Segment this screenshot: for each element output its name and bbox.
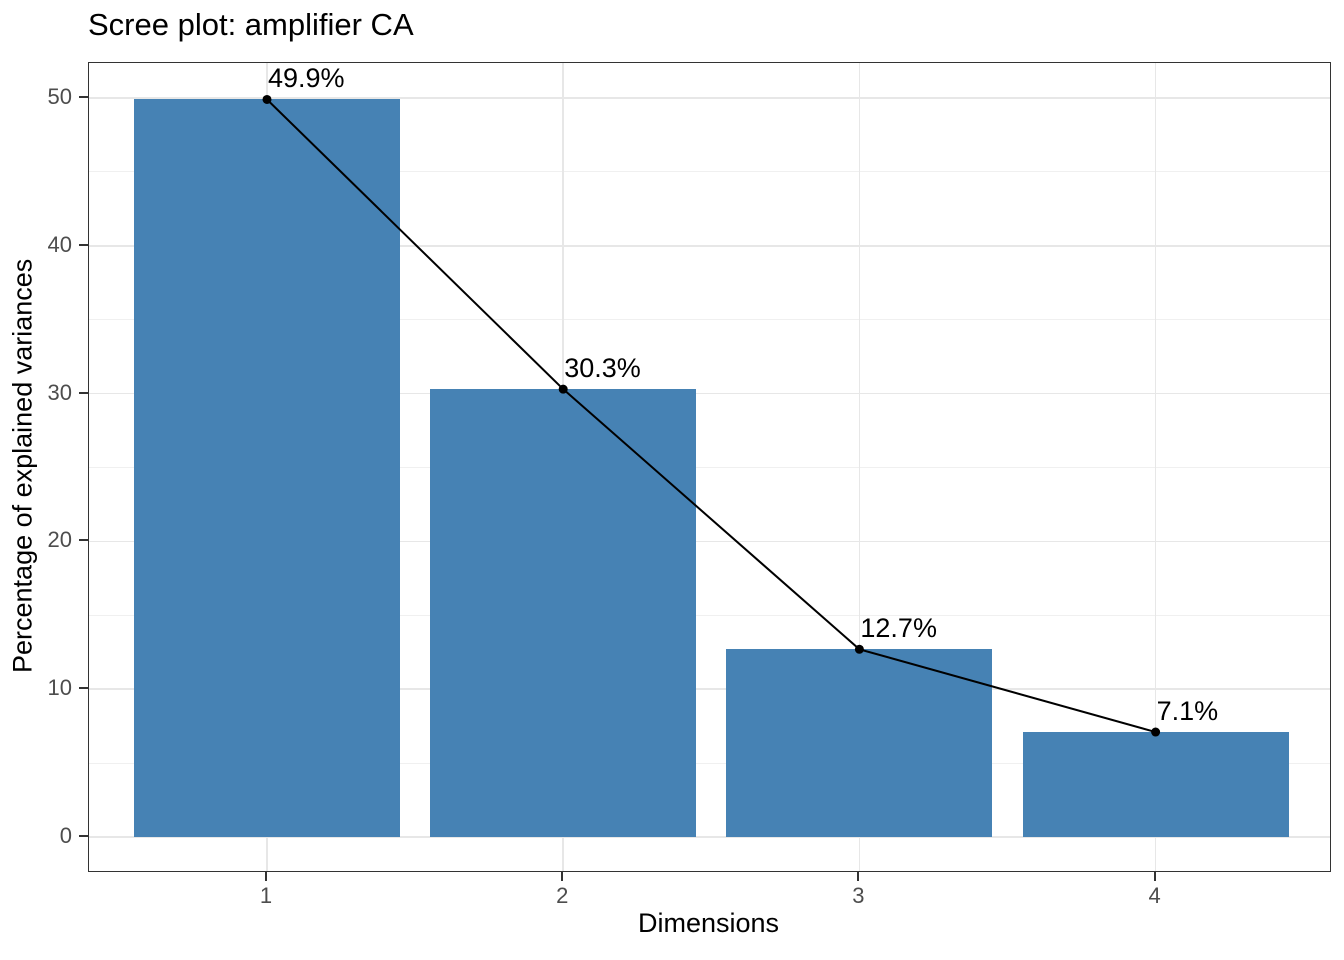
x-tick-label: 4 [1148,883,1161,908]
gridline-vertical [1154,63,1157,871]
bar-dim-3 [726,649,993,837]
data-point-dim-4 [1151,727,1161,737]
gridline-minor [89,171,1330,173]
y-tick-mark [79,539,88,542]
y-tick-mark [79,96,88,98]
y-tick-mark [79,835,88,837]
gridline-minor [89,762,1330,764]
y-tick-label: 20 [47,527,72,553]
gridline-major [89,688,1330,690]
point-label: 30.3% [564,353,641,384]
y-tick-mark [79,687,88,690]
y-tick-mark [79,243,88,246]
plot-panel: 49.9% 30.3% 12.7% 7.1% [88,62,1331,872]
x-tick-mark [1153,871,1156,881]
y-tick-label: 30 [47,379,72,405]
y-tick-label: 50 [47,84,72,109]
line-layer [262,94,1161,737]
bar-dim-4 [1022,732,1289,837]
point-label: 49.9% [268,63,345,94]
point-label: 12.7% [860,613,937,644]
bars-layer [89,63,1330,871]
data-point-dim-1 [262,94,272,104]
y-tick-label: 10 [47,675,72,701]
x-tick-label: 2 [556,883,569,908]
data-point-dim-3 [854,644,864,654]
scree-line [266,98,1156,734]
gridline-major [89,245,1330,247]
bar-dim-1 [134,99,400,837]
plot-title: Scree plot: amplifier CA [88,7,414,42]
gridline-minor [89,614,1330,616]
gridline-major [89,540,1330,543]
gridline-major [89,836,1330,838]
y-tick-label: 40 [47,231,72,257]
gridline-major [89,392,1330,395]
x-axis-title: Dimensions [637,908,780,938]
gridline-minor [89,319,1330,321]
x-tick-mark [561,871,564,881]
x-tick-label: 3 [852,883,865,908]
x-tick-mark [857,871,860,881]
bar-dim-2 [430,389,697,837]
y-tick-label: 0 [59,823,72,848]
gridline-minor [89,467,1330,468]
point-labels-layer: 49.9% 30.3% 12.7% 7.1% [89,63,1330,871]
y-axis-title: Percentage of explained variances [7,258,38,674]
gridline-vertical [858,63,861,871]
x-tick-mark [265,871,267,881]
data-point-dim-2 [558,384,568,394]
x-tick-label: 1 [259,883,273,908]
y-tick-mark [79,391,88,394]
point-label: 7.1% [1156,696,1219,727]
gridline-major [89,97,1330,99]
